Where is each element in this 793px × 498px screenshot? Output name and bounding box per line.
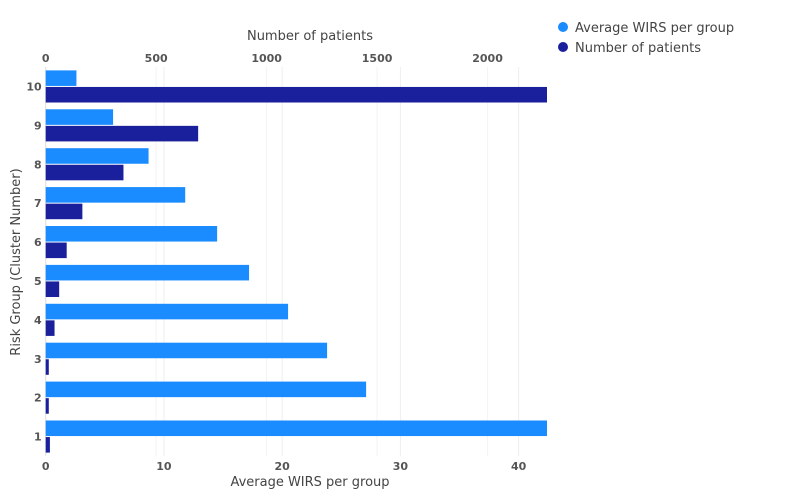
y-tick-label: 8 — [34, 158, 42, 171]
top-tick-label: 1500 — [362, 52, 393, 65]
bottom-tick-label: 20 — [275, 460, 291, 473]
y-tick-label: 6 — [34, 236, 42, 249]
bar-wirs — [45, 303, 289, 320]
bar-wirs — [45, 148, 149, 164]
top-tick-label: 2000 — [472, 52, 503, 65]
bar-wirs — [45, 225, 218, 242]
legend-marker-patients — [558, 42, 568, 52]
y-tick-label: 4 — [34, 314, 42, 327]
bar-patients — [45, 437, 50, 453]
bottom-axis-title: Average WIRS per group — [230, 475, 389, 490]
bar-wirs — [45, 264, 250, 281]
y-axis-title: Risk Group (Cluster Number) — [9, 168, 24, 355]
y-tick-label: 2 — [34, 392, 42, 405]
y-tick-label: 10 — [26, 80, 42, 93]
bar-wirs — [45, 381, 367, 398]
bottom-tick-label: 0 — [42, 460, 50, 473]
bar-patients — [45, 398, 49, 414]
top-axis-title: Number of patients — [247, 29, 373, 44]
bar-wirs — [45, 420, 547, 437]
top-tick-label: 500 — [145, 52, 168, 65]
bottom-tick-label: 40 — [511, 460, 527, 473]
bar-wirs — [45, 187, 186, 203]
y-tick-label: 5 — [34, 275, 42, 288]
bottom-tick-label: 10 — [156, 460, 172, 473]
bar-patients — [45, 203, 83, 220]
y-tick-label: 7 — [34, 197, 42, 210]
bar-patients — [45, 320, 55, 336]
legend-marker-wirs — [558, 22, 568, 32]
bottom-tick-label: 30 — [393, 460, 409, 473]
bar-wirs — [45, 109, 114, 125]
bar-wirs — [45, 342, 328, 359]
bar-patients — [45, 164, 124, 181]
bar-patients — [45, 242, 67, 259]
top-tick-label: 1000 — [251, 52, 282, 65]
y-tick-label: 3 — [34, 353, 42, 366]
y-tick-label: 9 — [34, 119, 42, 132]
legend-label-wirs: Average WIRS per group — [575, 21, 734, 36]
bar-patients — [45, 125, 199, 142]
gridlines — [45, 67, 520, 456]
bars — [45, 70, 547, 453]
tick-labels: 0 10 20 30 40 0 500 1000 1500 2000 1 2 3 4 5 6 7 8 9 10 — [26, 52, 526, 473]
top-tick-label: 0 — [42, 52, 50, 65]
y-tick-label: 1 — [34, 431, 42, 444]
bar-patients — [45, 281, 60, 298]
legend: Average WIRS per group Number of patient… — [558, 21, 734, 56]
legend-item-patients[interactable]: Number of patients — [558, 41, 701, 56]
legend-label-patients: Number of patients — [575, 41, 701, 56]
legend-item-wirs[interactable]: Average WIRS per group — [558, 21, 734, 36]
bar-patients — [45, 359, 49, 375]
bar-patients — [45, 86, 547, 103]
bar-wirs — [45, 70, 77, 86]
